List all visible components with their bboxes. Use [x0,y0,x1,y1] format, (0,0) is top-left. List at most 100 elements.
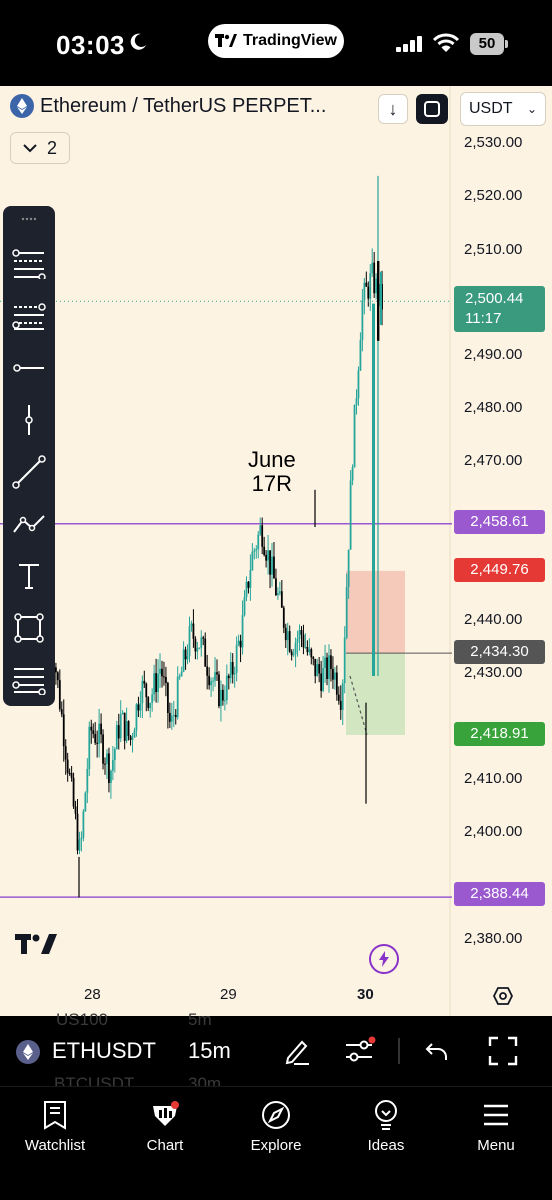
candle-body [106,753,108,764]
path-icon[interactable] [9,504,49,544]
candle-body [318,664,321,674]
candle-body [343,637,346,684]
candle-body [233,672,236,675]
symbol-header[interactable]: Ethereum / TetherUS PERPET... [10,94,326,118]
candle-body [377,261,380,341]
nav-explore[interactable]: Explore [226,1097,326,1154]
nav-ideas[interactable]: Ideas [336,1097,436,1154]
candle-body [151,694,154,704]
interval-selector[interactable]: 15m [188,1038,231,1063]
indicators-icon[interactable] [344,1036,376,1066]
hamburger-icon [484,1104,508,1126]
candle-body [355,398,358,405]
candle-body [66,759,69,773]
candle-body [261,525,264,547]
candle-body [131,737,134,740]
candle-body [328,655,330,679]
candle-body [373,262,376,294]
currency-select[interactable]: USDT ⌄ [460,92,546,126]
fullscreen-icon[interactable] [488,1036,518,1066]
nav-menu[interactable]: Menu [446,1097,546,1154]
undo-icon[interactable] [424,1036,450,1066]
candle-body [92,730,95,734]
price-axis-label: 2,530.00 [464,134,523,151]
candle-body [337,694,340,701]
signal-icon [396,36,422,52]
candle-body [137,704,140,711]
candle-body [339,700,342,710]
symbol-title[interactable]: Ethereum / TetherUS PERPET... [40,94,327,117]
candle-body [119,714,122,739]
candle-body [363,282,366,301]
candle-body [251,551,254,571]
candle-body [133,730,136,738]
nav-chart[interactable]: Chart [115,1097,215,1154]
candle-body [82,811,85,838]
candle-body [168,712,171,722]
drag-handle-icon[interactable] [9,208,49,230]
text-tool-icon[interactable] [9,556,49,596]
chart-settings-icon[interactable] [493,986,513,1006]
candle-body [227,675,230,679]
chart-area[interactable]: Ethereum / TetherUS PERPET... ↓ USDT ⌄ 2 [0,86,552,1016]
watchlist-icon [44,1101,66,1130]
lightning-icon[interactable] [369,944,399,974]
candle-body [70,773,73,778]
candle-body [202,637,205,639]
candle-body [330,655,332,669]
candle-body [166,682,169,713]
candle-body [145,683,148,698]
trend-line-icon[interactable] [9,452,49,492]
candle-body [135,704,138,731]
nav-label: Menu [477,1137,515,1154]
candle-body [157,673,159,693]
candle-body [198,647,201,649]
candle-body [345,587,348,638]
fullscreen-toggle-button[interactable] [416,94,448,124]
vertical-line-icon[interactable] [9,400,49,440]
indicator-collapse-button[interactable]: 2 [10,132,70,164]
candle-body [290,651,293,656]
candle-body [304,646,307,648]
candle-body [98,723,101,744]
horizontal-ray-icon[interactable] [9,348,49,388]
price-axis-label: 2,440.00 [464,611,523,628]
long-position-tool-icon[interactable] [9,660,49,700]
candle-body [206,666,209,676]
rectangle-tool-icon[interactable] [9,608,49,648]
candle-body [361,300,364,341]
candle-body [326,657,328,679]
candle-body [277,593,279,596]
candle-body [229,662,232,679]
candle-body [320,673,323,691]
arrow-down-icon[interactable]: ↓ [378,94,408,124]
candle-body [316,664,319,677]
candle-body [165,676,167,683]
nav-watchlist[interactable]: Watchlist [5,1097,105,1154]
symbol-ticker[interactable]: ETHUSDT [52,1038,156,1063]
candle-body [141,680,144,704]
pitchfork-icon[interactable] [9,296,49,336]
candle-body [216,672,218,675]
candle-body [110,770,112,783]
candle-body [108,753,110,783]
app-pill[interactable]: TradingView [208,24,344,58]
candle-body [76,813,79,851]
annotation-line-2: 17R [251,471,293,496]
date-axis-label: 30 [357,986,374,1003]
fib-retracement-icon[interactable] [9,244,49,284]
candle-body [312,657,315,659]
candle-body [351,467,354,481]
drawing-pen-icon[interactable] [282,1036,312,1066]
candle-body [54,667,57,673]
chart-canvas[interactable] [0,86,552,1016]
candle-body [349,480,352,550]
chevron-down-icon [23,144,37,153]
candle-body [208,675,211,686]
candle-body [80,837,83,840]
price-axis-label: 2,430.00 [464,664,523,681]
candle-body [298,630,301,639]
chart-annotation[interactable]: June 17R [248,448,296,496]
candle-body [367,286,370,299]
